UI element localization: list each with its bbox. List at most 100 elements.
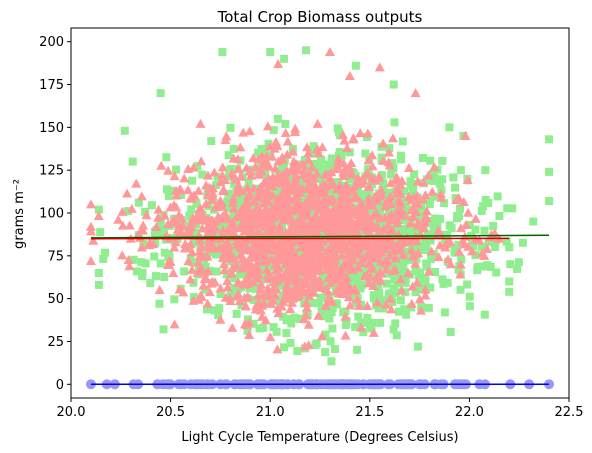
square-point (201, 285, 210, 294)
square-point (255, 324, 264, 333)
square-point (402, 205, 411, 214)
triangle-point (365, 271, 376, 281)
square-point (354, 312, 363, 321)
triangle-point (316, 331, 327, 341)
square-point (391, 288, 400, 297)
triangle-point (195, 263, 206, 273)
triangle-point (261, 178, 272, 188)
square-point (327, 154, 336, 163)
square-point (484, 238, 493, 247)
triangle-point (202, 215, 213, 225)
triangle-point (249, 196, 260, 206)
triangle-point (207, 195, 218, 205)
square-point (234, 193, 243, 202)
square-point (141, 207, 150, 216)
triangle-point (188, 162, 199, 172)
square-point (363, 313, 372, 322)
square-point (387, 290, 396, 299)
triangle-point (239, 319, 250, 329)
square-point (422, 246, 431, 255)
triangle-point (331, 184, 342, 194)
square-point (483, 261, 492, 270)
triangle-point (302, 255, 313, 265)
triangle-point (253, 250, 264, 260)
triangle-point (356, 322, 367, 332)
square-point (363, 318, 372, 327)
triangle-point (455, 269, 466, 279)
triangle-point (277, 154, 288, 164)
triangle-point (455, 259, 466, 269)
triangle-point (362, 224, 373, 234)
triangle-point (250, 304, 261, 314)
square-point (493, 192, 502, 201)
triangle-point (292, 281, 303, 291)
square-point (502, 237, 511, 246)
triangle-point (287, 219, 298, 229)
square-point (399, 263, 408, 272)
square-point (273, 114, 282, 123)
triangle-point (291, 250, 302, 260)
triangle-point (476, 248, 487, 258)
triangle-point (236, 186, 247, 196)
square-point (396, 151, 405, 160)
square-point (128, 157, 137, 166)
triangle-point (345, 167, 356, 177)
square-point (422, 238, 431, 247)
square-point (330, 192, 339, 201)
triangle-point (332, 161, 343, 171)
y-axis: 0 25 50 75 100 125 150 175 200 (39, 35, 71, 393)
triangle-point (182, 185, 193, 195)
square-point (94, 205, 103, 214)
y-tick-label: 125 (39, 164, 64, 179)
triangle-point (364, 182, 375, 192)
square-point (426, 236, 435, 245)
square-point (187, 205, 196, 214)
square-point (176, 191, 185, 200)
square-point (163, 185, 172, 194)
square-point (249, 295, 258, 304)
triangle-point (420, 190, 431, 200)
square-point (426, 283, 435, 292)
triangle-point (272, 205, 283, 215)
triangle-point (311, 168, 322, 178)
square-trend-line (90, 234, 550, 239)
triangle-point (362, 167, 373, 177)
triangle-point (309, 218, 320, 228)
triangle-point (371, 191, 382, 201)
triangle-point (390, 253, 401, 263)
triangle-point (340, 311, 351, 321)
triangle-point (310, 226, 321, 236)
square-point (216, 290, 225, 299)
triangle-point (163, 219, 174, 229)
triangle-point (226, 268, 237, 278)
square-point (168, 186, 177, 195)
triangle-point (282, 136, 293, 146)
triangle-point (171, 190, 182, 200)
triangle-point (329, 206, 340, 216)
square-point (269, 323, 278, 332)
triangle-point (297, 219, 308, 229)
triangle-point (318, 187, 329, 197)
triangle-point (463, 207, 474, 217)
triangle-point (138, 220, 149, 230)
square-point (411, 266, 420, 275)
square-point (469, 242, 478, 251)
square-point (364, 188, 373, 197)
triangle-point (267, 202, 278, 212)
square-point (438, 175, 447, 184)
triangle-point (394, 239, 405, 249)
triangle-point (192, 267, 203, 277)
triangle-point (375, 276, 386, 286)
triangle-point (323, 273, 334, 283)
triangle-point (303, 319, 314, 329)
triangle-point (228, 203, 239, 213)
triangle-point (323, 286, 334, 296)
triangle-point (172, 224, 183, 234)
triangle-point (467, 246, 478, 256)
triangle-point (363, 237, 374, 247)
square-point (456, 204, 465, 213)
triangle-point (352, 294, 363, 304)
triangle-point (411, 206, 422, 216)
triangle-point (282, 264, 293, 274)
triangle-point (246, 170, 257, 180)
